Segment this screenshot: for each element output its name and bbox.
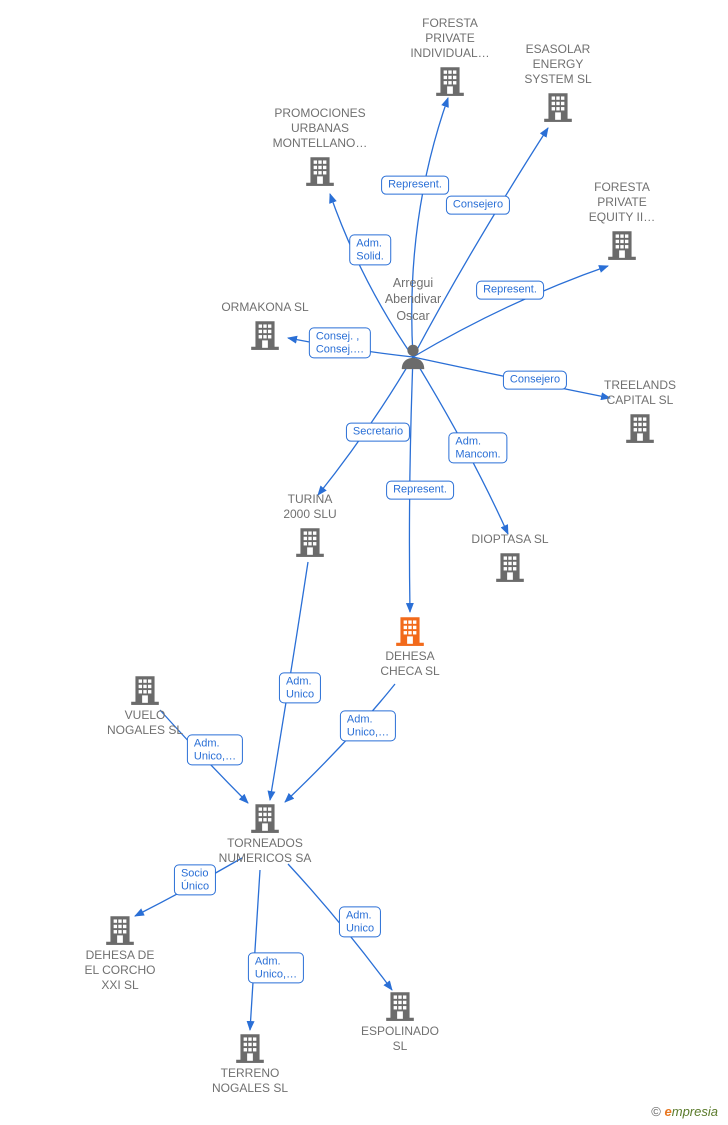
brand-e: e	[665, 1104, 672, 1119]
building-icon	[90, 672, 200, 706]
brand-rest: mpresia	[672, 1104, 718, 1119]
relationship-label: Represent.	[476, 281, 544, 300]
company-node[interactable]: DEHESA CHECA SL	[355, 613, 465, 679]
relationship-label: Adm. Solid.	[349, 234, 391, 265]
company-label: DEHESA DE EL CORCHO XXI SL	[65, 948, 175, 993]
building-icon	[355, 613, 465, 647]
building-icon	[210, 317, 320, 351]
person-node[interactable]: Arregui Abendivar Oscar	[358, 275, 468, 371]
relationship-label: Adm. Unico,…	[248, 952, 304, 983]
company-label: DEHESA CHECA SL	[355, 649, 465, 679]
relationship-label: Consejero	[446, 196, 510, 215]
company-label: VUELO NOGALES SL	[90, 708, 200, 738]
company-node[interactable]: ESPOLINADO SL	[345, 988, 455, 1054]
building-icon	[255, 524, 365, 558]
building-icon	[65, 912, 175, 946]
relationship-label: Socio Único	[174, 864, 216, 895]
relationship-label: Adm. Mancom.	[448, 432, 507, 463]
building-icon	[265, 153, 375, 187]
company-node[interactable]: FORESTA PRIVATE INDIVIDUAL…	[395, 16, 505, 97]
company-label: DIOPTASA SL	[455, 532, 565, 547]
company-node[interactable]: VUELO NOGALES SL	[90, 672, 200, 738]
relationship-label: Adm. Unico	[339, 906, 381, 937]
company-label: TURINA 2000 SLU	[255, 492, 365, 522]
company-label: ESASOLAR ENERGY SYSTEM SL	[503, 42, 613, 87]
building-icon	[195, 1030, 305, 1064]
building-icon	[455, 549, 565, 583]
person-icon	[358, 341, 468, 371]
company-node[interactable]: TURINA 2000 SLU	[255, 492, 365, 558]
person-label: Arregui Abendivar Oscar	[358, 275, 468, 324]
company-node[interactable]: TREELANDS CAPITAL SL	[585, 378, 695, 444]
copyright-symbol: ©	[651, 1104, 661, 1119]
footer-credit: © empresia	[651, 1104, 718, 1119]
relationship-label: Secretario	[346, 423, 410, 442]
company-label: ORMAKONA SL	[210, 300, 320, 315]
company-label: TERRENO NOGALES SL	[195, 1066, 305, 1096]
relationship-label: Adm. Unico,…	[187, 734, 243, 765]
company-label: PROMOCIONES URBANAS MONTELLANO…	[265, 106, 375, 151]
relationship-label: Consejero	[503, 371, 567, 390]
company-label: TREELANDS CAPITAL SL	[585, 378, 695, 408]
relationship-label: Adm. Unico	[279, 672, 321, 703]
company-node[interactable]: DIOPTASA SL	[455, 532, 565, 583]
relationship-label: Represent.	[386, 481, 454, 500]
building-icon	[210, 800, 320, 834]
relationship-edge	[250, 870, 260, 1030]
relationship-label: Represent.	[381, 176, 449, 195]
company-node[interactable]: TERRENO NOGALES SL	[195, 1030, 305, 1096]
company-label: ESPOLINADO SL	[345, 1024, 455, 1054]
company-label: TORNEADOS NUMERICOS SA	[210, 836, 320, 866]
building-icon	[585, 410, 695, 444]
company-node[interactable]: ESASOLAR ENERGY SYSTEM SL	[503, 42, 613, 123]
building-icon	[395, 63, 505, 97]
relationship-label: Adm. Unico,…	[340, 710, 396, 741]
company-node[interactable]: TORNEADOS NUMERICOS SA	[210, 800, 320, 866]
building-icon	[567, 227, 677, 261]
company-node[interactable]: FORESTA PRIVATE EQUITY II…	[567, 180, 677, 261]
relationship-label: Consej. , Consej.…	[309, 327, 371, 358]
company-node[interactable]: PROMOCIONES URBANAS MONTELLANO…	[265, 106, 375, 187]
company-node[interactable]: ORMAKONA SL	[210, 300, 320, 351]
company-label: FORESTA PRIVATE EQUITY II…	[567, 180, 677, 225]
company-node[interactable]: DEHESA DE EL CORCHO XXI SL	[65, 912, 175, 993]
building-icon	[345, 988, 455, 1022]
building-icon	[503, 89, 613, 123]
company-label: FORESTA PRIVATE INDIVIDUAL…	[395, 16, 505, 61]
